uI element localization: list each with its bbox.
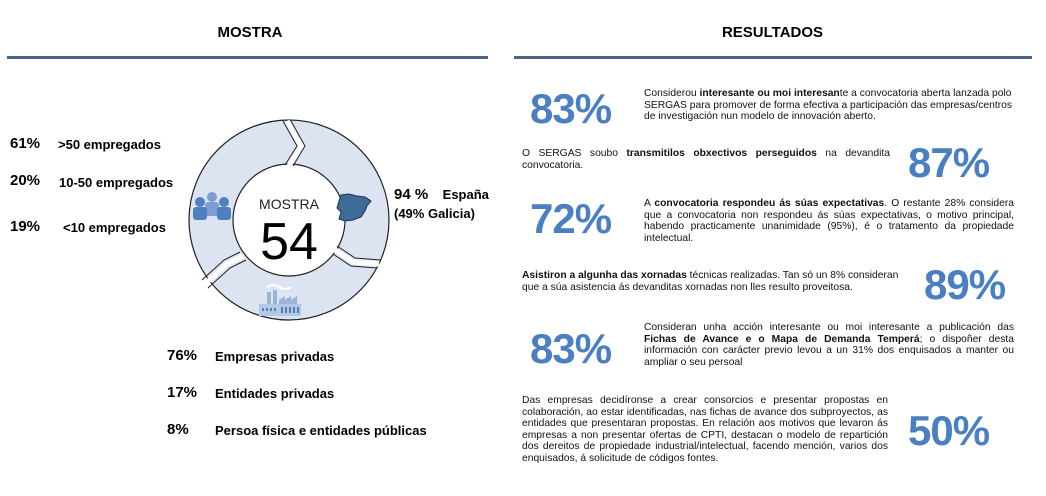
stat-pct: 76% <box>167 347 198 364</box>
stat-label: >50 empregados <box>58 137 161 152</box>
stat-pct: 61% <box>10 135 41 152</box>
stat-label: Empresas privadas <box>215 349 335 364</box>
stat-size-small: 19% <10 empregados <box>10 218 166 236</box>
stat-pct: 8% <box>167 421 189 438</box>
stat-entity-public: 8% Persoa física e entidades públicas <box>167 421 427 439</box>
result-pct: 50% <box>908 407 990 454</box>
result-text: Consideran unha acción interesante ou mo… <box>644 322 1014 368</box>
stat-label: 10-50 empregados <box>59 175 174 190</box>
stat-sublabel: (49% Galicia) <box>394 206 475 221</box>
result-text: O SERGAS soubo transmitilos obxectivos p… <box>522 148 890 171</box>
result-text: Asistiron a algunha das xornadas técnica… <box>522 270 899 293</box>
stat-location: 94 % España (49% Galicia) <box>394 186 489 221</box>
result-pct: 83% <box>530 85 612 132</box>
stat-size-large: 61% >50 empregados <box>10 135 161 153</box>
stat-entity-companies: 76% Empresas privadas <box>167 347 334 365</box>
stat-label: España <box>442 187 489 202</box>
section-divider-right <box>514 56 1032 59</box>
stat-label: <10 empregados <box>63 220 166 235</box>
result-text: Das empresas decidíronse a crear consorc… <box>522 395 888 464</box>
result-pct: 83% <box>530 325 612 372</box>
stat-label: Persoa física e entidades públicas <box>215 423 427 438</box>
stat-pct: 94 % <box>394 186 429 203</box>
center-value: 54 <box>260 213 318 271</box>
result-text: Considerou interesante ou moi interesant… <box>644 88 1012 123</box>
stat-pct: 19% <box>10 218 41 235</box>
result-pct: 72% <box>530 195 612 242</box>
factory-icon <box>257 282 303 323</box>
stat-size-medium: 20% 10-50 empregados <box>10 172 173 190</box>
stat-label: Entidades privadas <box>215 386 335 401</box>
result-text: A convocatoria respondeu ás súas expecta… <box>644 198 1014 244</box>
stat-entity-private: 17% Entidades privadas <box>167 384 334 402</box>
result-pct: 89% <box>924 261 1006 308</box>
stat-pct: 20% <box>10 172 41 189</box>
spain-map-icon <box>335 192 375 229</box>
stat-pct: 17% <box>167 384 198 401</box>
section-divider-left <box>7 56 488 59</box>
section-title-mostra: MOSTRA <box>217 24 283 41</box>
sample-cycle-diagram: MOSTRA 54 <box>183 114 395 326</box>
section-title-resultados: RESULTADOS <box>721 24 824 41</box>
center-label: MOSTRA <box>259 196 319 212</box>
people-group-icon <box>192 191 232 226</box>
result-pct: 87% <box>908 139 990 186</box>
